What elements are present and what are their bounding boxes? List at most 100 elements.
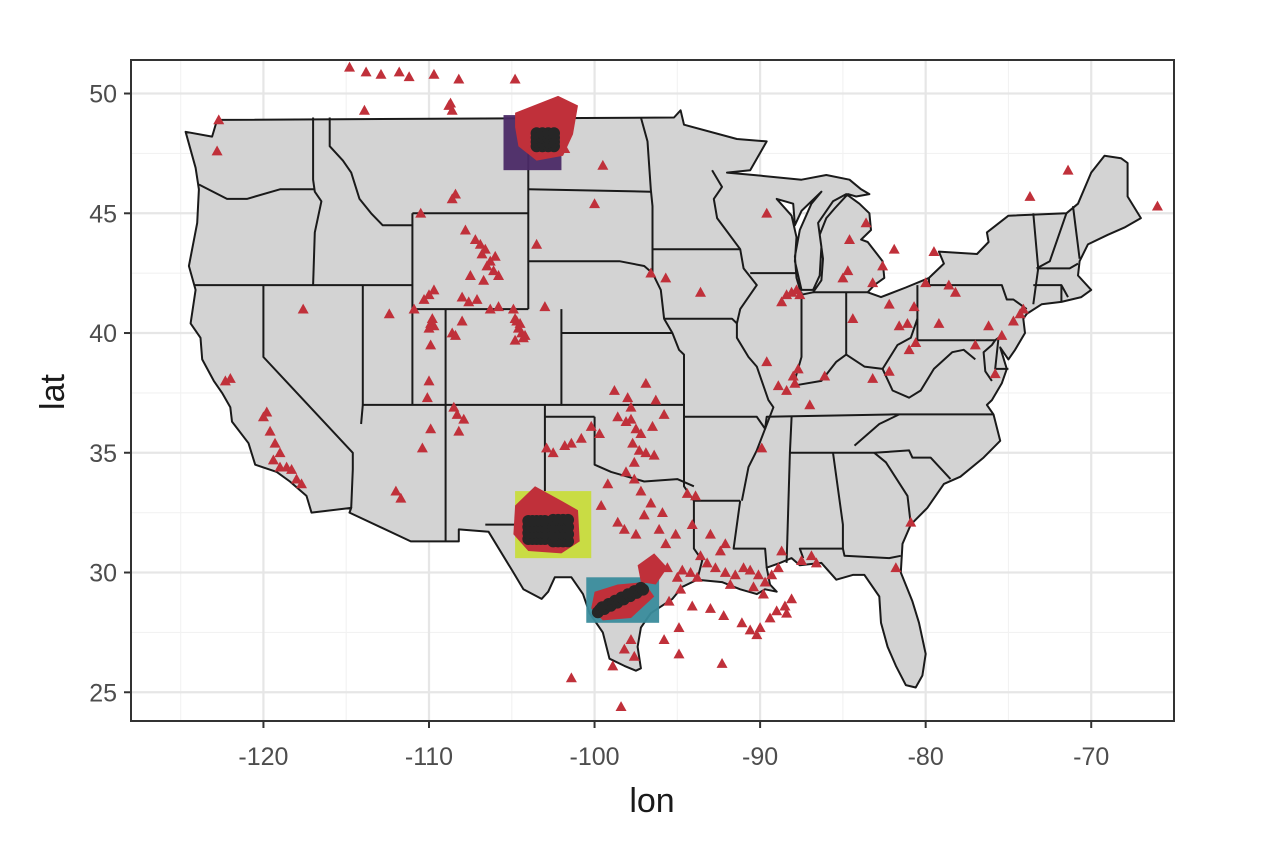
triangle-point xyxy=(681,487,693,498)
triangle-point xyxy=(476,248,488,259)
triangle-point xyxy=(608,385,620,395)
x-axis-title: lon xyxy=(629,782,674,820)
triangle-point xyxy=(908,301,920,312)
triangle-point xyxy=(219,375,231,386)
triangle-point xyxy=(877,260,889,271)
triangle-point xyxy=(645,497,657,508)
triangle-point xyxy=(489,250,501,261)
triangle-point xyxy=(547,447,559,458)
triangle-point xyxy=(531,238,543,249)
triangle-point xyxy=(663,595,675,606)
cluster-points xyxy=(522,127,650,619)
triangle-point xyxy=(428,320,440,331)
triangle-point xyxy=(650,557,662,568)
state-border xyxy=(528,188,651,193)
triangle-point xyxy=(761,207,773,218)
triangle-point xyxy=(344,61,356,72)
state-border xyxy=(881,318,919,370)
triangle-point xyxy=(658,634,670,644)
triangle-point xyxy=(776,545,788,556)
triangle-point xyxy=(390,485,402,496)
triangle-point xyxy=(428,284,440,295)
triangle-point xyxy=(883,365,895,376)
triangle-point xyxy=(686,519,698,530)
triangle-point xyxy=(1024,191,1036,201)
state-border xyxy=(198,183,315,200)
triangle-point xyxy=(670,528,682,539)
triangle-point xyxy=(635,428,647,439)
plot-panel xyxy=(130,59,1175,722)
triangle-point xyxy=(860,217,872,228)
triangle-point xyxy=(796,555,807,565)
triangle-point xyxy=(847,313,859,324)
triangle-point xyxy=(625,413,637,424)
triangle-point xyxy=(291,473,303,484)
triangle-point xyxy=(628,473,640,484)
state-border xyxy=(982,339,997,382)
triangle-point xyxy=(685,567,697,577)
triangle-point xyxy=(747,581,759,592)
triangle-point xyxy=(1151,200,1163,211)
state-border xyxy=(785,452,791,563)
triangle-point xyxy=(719,538,731,549)
triangle-point xyxy=(630,423,642,434)
state-border xyxy=(262,285,354,508)
triangle-point xyxy=(779,600,791,611)
triangle-point xyxy=(719,567,731,577)
triangle-point xyxy=(607,660,619,671)
y-tick-label: 50 xyxy=(89,81,117,109)
x-tick-label: -80 xyxy=(908,743,944,771)
triangle-point xyxy=(464,270,476,280)
triangle-points xyxy=(211,61,1163,712)
triangle-point xyxy=(463,296,475,307)
triangle-point xyxy=(969,339,981,350)
triangle-point xyxy=(772,562,784,573)
triangle-point xyxy=(1062,164,1074,175)
triangle-point xyxy=(837,272,849,283)
triangle-point xyxy=(453,73,465,84)
triangle-point xyxy=(792,363,804,374)
triangle-point xyxy=(759,576,771,587)
triangle-point xyxy=(752,569,764,580)
triangle-point xyxy=(676,564,688,575)
us-outline xyxy=(184,109,1142,689)
triangle-point xyxy=(488,265,500,276)
y-tick-label: 35 xyxy=(89,440,117,468)
state-border xyxy=(732,500,768,568)
triangle-point xyxy=(509,73,521,84)
panel-border xyxy=(130,59,1175,722)
triangle-point xyxy=(597,159,609,170)
x-tick-label: -70 xyxy=(1073,743,1109,771)
triangle-point xyxy=(738,562,750,573)
triangle-point xyxy=(686,600,698,611)
x-tick-label: -110 xyxy=(405,743,453,771)
triangle-point xyxy=(660,272,672,283)
triangle-point xyxy=(695,286,707,297)
y-axis-ticks: 25 30 35 40 45 50 xyxy=(89,81,131,707)
triangle-point xyxy=(415,207,427,218)
triangle-point xyxy=(781,607,793,618)
triangle-point xyxy=(630,528,642,539)
triangle-point xyxy=(589,198,601,209)
triangle-point xyxy=(736,617,748,628)
triangle-point xyxy=(920,277,932,288)
triangle-point xyxy=(867,373,879,383)
state-border xyxy=(711,169,775,501)
triangle-point xyxy=(635,485,647,496)
triangle-point xyxy=(671,571,683,582)
triangle-point xyxy=(804,399,816,410)
triangle-point xyxy=(297,303,309,314)
triangle-point xyxy=(296,478,308,489)
triangle-point xyxy=(425,339,437,350)
triangle-point xyxy=(660,538,672,549)
triangle-point xyxy=(695,550,707,561)
triangle-point xyxy=(481,260,493,271)
state-border xyxy=(528,260,654,274)
triangle-point xyxy=(776,296,788,307)
triangle-point xyxy=(648,449,660,460)
triangle-point xyxy=(403,71,415,82)
y-tick-label: 30 xyxy=(89,560,117,588)
triangle-point xyxy=(943,279,955,290)
triangle-point xyxy=(565,437,577,448)
triangle-point xyxy=(910,337,922,348)
